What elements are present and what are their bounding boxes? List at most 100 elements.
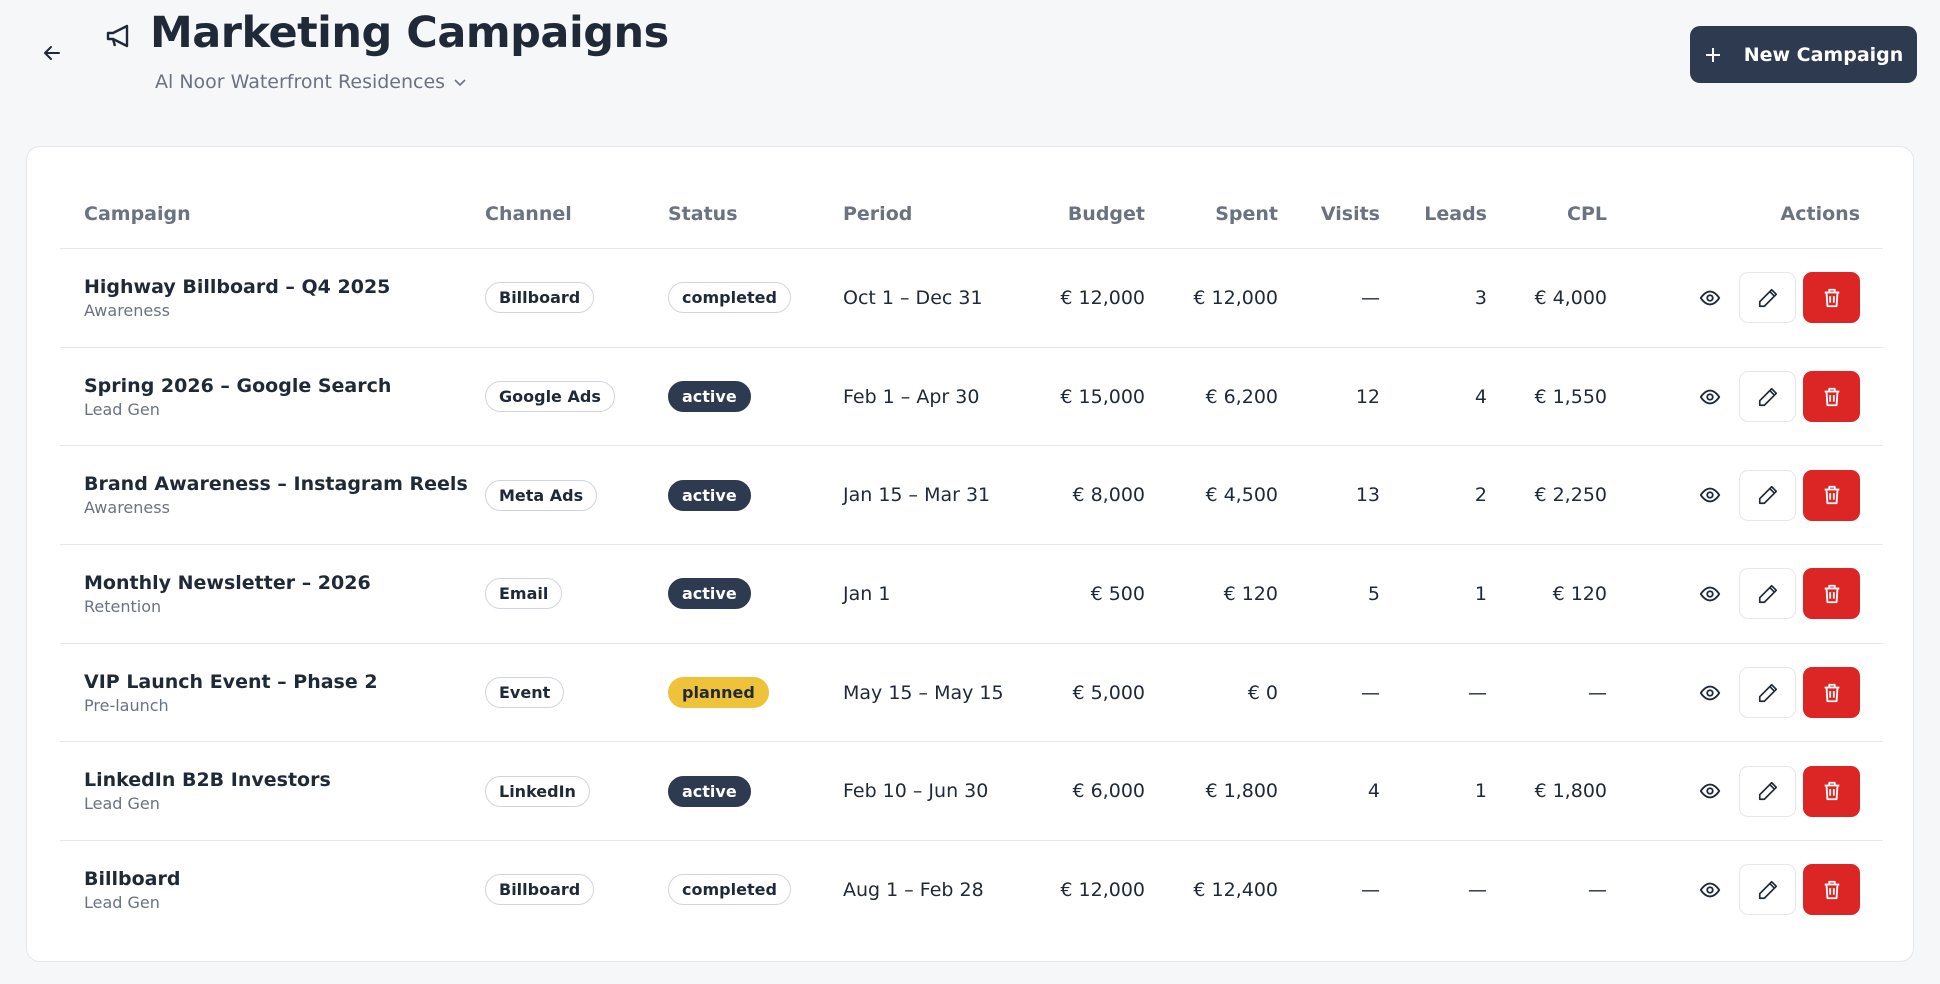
status-cell: planned: [668, 677, 843, 709]
status-cell: active: [668, 775, 843, 807]
column-header: Actions: [1780, 202, 1860, 225]
view-button[interactable]: [1688, 667, 1732, 718]
cpl: € 4,000: [1534, 286, 1607, 309]
budget: € 8,000: [1072, 484, 1145, 507]
eye-icon: [1699, 685, 1721, 700]
column-header: Channel: [485, 202, 572, 225]
campaign-name[interactable]: VIP Launch Event – Phase 2: [84, 670, 378, 693]
pencil-icon: [1758, 683, 1777, 702]
visits: —: [1361, 878, 1380, 901]
channel-badge: LinkedIn: [485, 775, 590, 807]
cpl: —: [1588, 878, 1607, 901]
actions: [1607, 371, 1860, 423]
page-title: Marketing Campaigns: [150, 8, 669, 58]
edit-button[interactable]: [1739, 272, 1796, 324]
edit-button[interactable]: [1739, 765, 1796, 817]
delete-button[interactable]: [1803, 864, 1860, 916]
column-header: Status: [668, 202, 738, 225]
campaigns-card: Campaign Channel Status Period Budget Spent Vi…: [26, 146, 1914, 962]
spent: € 0: [1247, 681, 1278, 704]
plus-icon: [1705, 47, 1720, 62]
edit-button[interactable]: [1739, 469, 1796, 521]
trash-icon: [1824, 683, 1839, 702]
campaign-name[interactable]: Brand Awareness – Instagram Reels: [84, 473, 468, 496]
budget: € 12,000: [1060, 286, 1145, 309]
leads: 1: [1474, 780, 1487, 803]
channel-badge: Email: [485, 578, 563, 610]
new-campaign-button[interactable]: New Campaign: [1690, 26, 1917, 83]
channel-cell: Email: [485, 578, 668, 610]
column-header: Period: [843, 202, 913, 225]
view-button[interactable]: [1688, 864, 1732, 915]
status-badge: active: [668, 775, 751, 807]
delete-button[interactable]: [1803, 371, 1860, 423]
campaign-name[interactable]: LinkedIn B2B Investors: [84, 769, 331, 792]
campaign-cell: Highway Billboard – Q4 2025 Awareness: [60, 276, 485, 320]
trash-icon: [1824, 880, 1839, 900]
delete-button[interactable]: [1803, 469, 1860, 521]
campaign-name[interactable]: Billboard: [84, 867, 181, 890]
campaign-row: Monthly Newsletter – 2026 Retention Email a…: [60, 545, 1883, 644]
campaign-name[interactable]: Highway Billboard – Q4 2025: [84, 275, 391, 298]
channel-cell: Billboard: [485, 282, 668, 314]
visits: —: [1361, 286, 1380, 309]
campaign-row: Billboard Lead Gen Billboard completed Aug 1…: [60, 841, 1883, 939]
project-name: Al Noor Waterfront Residences: [155, 71, 446, 93]
pencil-icon: [1758, 782, 1777, 801]
leads: —: [1468, 681, 1487, 704]
column-header: Budget: [1067, 202, 1145, 225]
delete-button[interactable]: [1803, 667, 1860, 719]
channel-cell: Billboard: [485, 874, 668, 906]
campaign-cell: Billboard Lead Gen: [60, 868, 485, 912]
status-cell: completed: [668, 282, 843, 314]
spent: € 12,400: [1193, 878, 1278, 901]
delete-button[interactable]: [1803, 765, 1860, 817]
edit-button[interactable]: [1739, 371, 1796, 423]
view-button[interactable]: [1688, 568, 1732, 619]
view-button[interactable]: [1688, 371, 1732, 422]
spent: € 120: [1223, 582, 1278, 605]
column-header: CPL: [1567, 202, 1607, 225]
visits: 5: [1367, 582, 1380, 605]
budget: € 12,000: [1060, 878, 1145, 901]
status-cell: active: [668, 578, 843, 610]
leads: —: [1468, 878, 1487, 901]
campaign-cell: Brand Awareness – Instagram Reels Awarene…: [60, 473, 485, 517]
column-header: Leads: [1424, 202, 1487, 225]
column-header: Spent: [1215, 202, 1278, 225]
delete-button[interactable]: [1803, 568, 1860, 620]
channel-badge: Meta Ads: [485, 479, 598, 511]
back-button[interactable]: [40, 41, 64, 65]
view-button[interactable]: [1688, 470, 1732, 521]
budget: € 5,000: [1072, 681, 1145, 704]
view-button[interactable]: [1688, 272, 1732, 323]
column-header: Campaign: [84, 202, 191, 225]
actions: [1607, 469, 1860, 521]
leads: 3: [1474, 286, 1487, 309]
channel-cell: LinkedIn: [485, 775, 668, 807]
campaign-row: VIP Launch Event – Phase 2 Pre-launch Even…: [60, 644, 1883, 743]
project-selector[interactable]: Al Noor Waterfront Residences: [155, 71, 467, 93]
campaign-name[interactable]: Monthly Newsletter – 2026: [84, 571, 371, 594]
edit-button[interactable]: [1739, 864, 1796, 916]
campaign-row: Spring 2026 – Google Search Lead Gen Googl…: [60, 348, 1883, 447]
edit-button[interactable]: [1739, 568, 1796, 620]
visits: 4: [1367, 780, 1380, 803]
campaign-name[interactable]: Spring 2026 – Google Search: [84, 374, 392, 397]
budget: € 15,000: [1060, 385, 1145, 408]
trash-icon: [1824, 387, 1839, 406]
status-cell: completed: [668, 874, 843, 906]
campaign-cell: Spring 2026 – Google Search Lead Gen: [60, 375, 485, 419]
pencil-icon: [1758, 584, 1777, 603]
visits: 12: [1355, 385, 1380, 408]
delete-button[interactable]: [1803, 272, 1860, 324]
pencil-icon: [1758, 288, 1777, 307]
actions: [1607, 864, 1860, 916]
cpl: —: [1588, 681, 1607, 704]
view-button[interactable]: [1688, 766, 1732, 817]
leads: 4: [1474, 385, 1487, 408]
edit-button[interactable]: [1739, 667, 1796, 719]
leads: 1: [1474, 582, 1487, 605]
